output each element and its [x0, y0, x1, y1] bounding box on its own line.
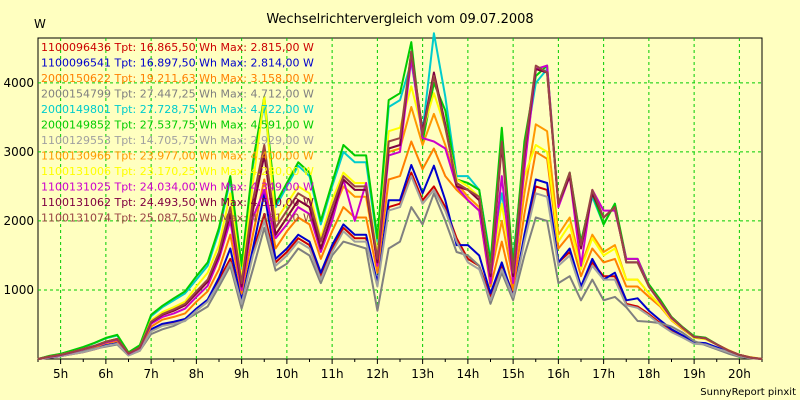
legend-entry-6: 2000149852 Tpt: 27.537,75 Wh Max: 4.591,…	[41, 119, 314, 132]
x-tick-label: 5h	[53, 367, 68, 381]
series-line-9	[37, 85, 763, 360]
series-lines	[37, 32, 763, 360]
legend-entry-10: 1100131025 Tpt: 24.034,00 Wh Max: 4.349,…	[41, 181, 314, 194]
x-tick-label: 12h	[366, 367, 389, 381]
legend-entry-5: 2000149801 Tpt: 27.728,75 Wh Max: 4.722,…	[41, 103, 314, 116]
x-tick-label: 7h	[144, 367, 159, 381]
legend-entry-8: 1100130966 Tpt: 23.977,00 Wh Max: 4.400,…	[41, 150, 314, 163]
footer-credit: SunnyReport pinxit	[700, 387, 796, 398]
legend-entry-1: 1100096436 Tpt: 16.865,50 Wh Max: 2.815,…	[41, 41, 314, 54]
x-axis-ticks: 5h 6h 7h 8h 9h 10h 11h 12h 13h 14h 15h 16h 17h 18h 19h…	[37, 359, 763, 381]
series-line-7	[37, 175, 763, 360]
legend-entry-2: 1100096541 Tpt: 16.897,50 Wh Max: 2.814,…	[41, 57, 314, 70]
x-tick-label: 17h	[592, 367, 615, 381]
legend-entry-12: 1100131074 Tpt: 25.087,50 Wh Max: 4.461,…	[41, 212, 314, 225]
legend-entry-3: 2000150622 Tpt: 19.211,63 Wh Max: 3.158,…	[41, 72, 314, 85]
y-axis-ticks: 1000 2000 3000 4000	[3, 76, 34, 297]
x-tick-label: 11h	[321, 367, 344, 381]
x-tick-label: 6h	[98, 367, 113, 381]
x-tick-label: 13h	[411, 367, 434, 381]
legend-entry-11: 1100131062 Tpt: 24.493,50 Wh Max: 4.510,…	[41, 196, 314, 209]
legend-entry-9: 1100131006 Tpt: 23.170,25 Wh Max: 4.280,…	[41, 165, 314, 178]
y-axis-unit-label: W	[34, 17, 46, 31]
chart-title: Wechselrichtervergleich vom 09.07.2008	[266, 12, 533, 27]
legend-entry-4: 2000154799 Tpt: 27.447,25 Wh Max: 4.712,…	[41, 88, 314, 101]
series-line-2	[37, 164, 763, 360]
x-tick-label: 19h	[683, 367, 706, 381]
legend-entry-7: 1100129553 Tpt: 14.705,75 Wh Max: 2.929,…	[41, 134, 314, 147]
x-tick-label: 16h	[547, 367, 570, 381]
x-tick-label: 14h	[456, 367, 479, 381]
series-line-4	[37, 192, 763, 360]
y-tick-label: 1000	[3, 283, 34, 297]
y-tick-label: 2000	[3, 214, 34, 228]
y-tick-label: 3000	[3, 145, 34, 159]
y-tick-label: 4000	[3, 76, 34, 90]
x-tick-label: 15h	[502, 367, 525, 381]
x-tick-label: 8h	[189, 367, 204, 381]
series-line-3	[37, 140, 763, 360]
x-tick-label: 10h	[275, 367, 298, 381]
x-tick-label: 20h	[728, 367, 751, 381]
legend: 1100096436 Tpt: 16.865,50 Wh Max: 2.815,…	[41, 41, 314, 225]
x-tick-label: 9h	[234, 367, 249, 381]
series-line-12	[37, 50, 763, 360]
x-tick-label: 18h	[637, 367, 660, 381]
